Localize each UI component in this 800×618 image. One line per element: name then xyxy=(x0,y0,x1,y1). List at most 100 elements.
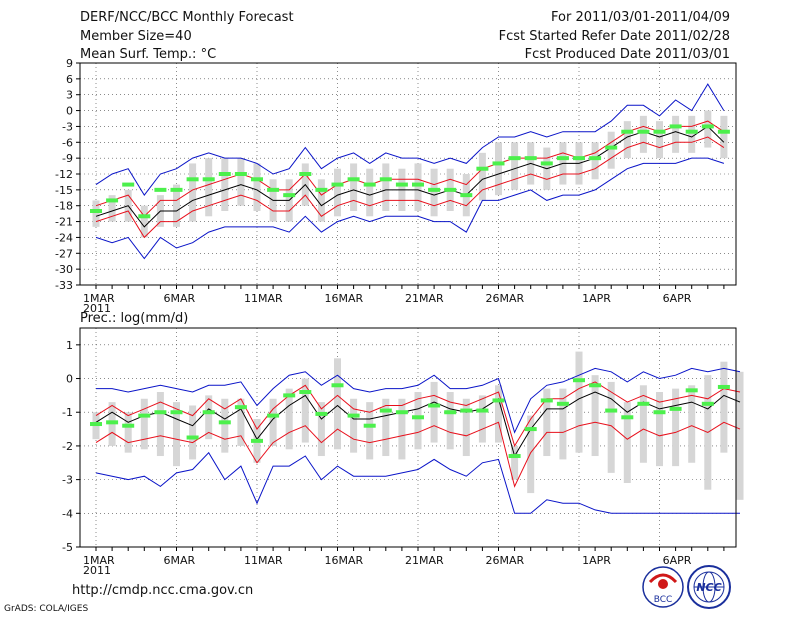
spread-bar xyxy=(156,392,164,457)
climatology-marker xyxy=(283,393,296,398)
climatology-marker xyxy=(331,182,344,187)
spread-bar xyxy=(237,158,245,206)
spread-bar xyxy=(495,385,502,443)
y-tick-label: -3 xyxy=(62,120,73,133)
spread-bar xyxy=(205,158,213,217)
climatology-marker xyxy=(605,145,618,150)
climatology-marker xyxy=(460,193,473,198)
climatology-marker xyxy=(524,427,537,432)
spread-bar xyxy=(350,398,358,453)
climatology-marker xyxy=(444,187,457,192)
x-tick-label: 1MAR xyxy=(83,554,115,567)
y-tick-label: 0 xyxy=(66,105,73,118)
spread-bar xyxy=(430,168,438,217)
series-line-lower-outer xyxy=(95,157,725,260)
x-tick-label: 1APR xyxy=(582,554,611,567)
spread-bar xyxy=(124,412,132,453)
x-tick-label: 26MAR xyxy=(486,292,525,305)
chart-title: DERF/NCC/BCC Monthly Forecast xyxy=(80,10,294,25)
climatology-marker xyxy=(653,410,666,415)
spread-bar xyxy=(623,402,631,483)
climatology-marker xyxy=(540,161,553,166)
y-tick-label: -33 xyxy=(55,279,73,292)
climatology-marker xyxy=(508,156,521,161)
series-line-upper-outer xyxy=(95,83,725,196)
y-tick-label: -15 xyxy=(55,184,73,197)
climatology-marker xyxy=(106,420,119,425)
climatology-marker xyxy=(363,182,376,187)
climatology-marker xyxy=(186,177,199,182)
climatology-marker xyxy=(347,413,360,418)
y-tick-label: -9 xyxy=(62,152,73,165)
climatology-marker xyxy=(218,420,231,425)
x-tick-label: 6MAR xyxy=(164,292,196,305)
climatology-marker xyxy=(717,129,730,134)
climatology-marker xyxy=(556,401,569,406)
climatology-marker xyxy=(90,209,102,213)
climatology-marker xyxy=(395,182,408,187)
spread-bar xyxy=(623,121,631,159)
forecast-period: For 2011/03/01-2011/04/09 xyxy=(551,10,730,25)
spread-bar xyxy=(173,184,180,227)
climatology-marker xyxy=(701,124,714,129)
climatology-marker xyxy=(508,454,521,459)
spread-bar xyxy=(301,378,309,443)
climatology-marker xyxy=(234,405,247,410)
y-tick-label: -30 xyxy=(55,263,73,276)
spread-bar xyxy=(382,163,390,211)
y-tick-label: 9 xyxy=(66,57,73,70)
source-url[interactable]: http://cmdp.ncc.cma.gov.cn xyxy=(72,583,254,598)
climatology-marker xyxy=(202,177,215,182)
x-tick-label: 6MAR xyxy=(164,554,196,567)
spread-bar xyxy=(189,405,197,460)
spread-bar xyxy=(205,395,213,440)
spread-bar xyxy=(317,402,325,457)
spread-bar xyxy=(189,163,197,222)
climatology-marker xyxy=(412,182,424,187)
series-line-upper-inner xyxy=(95,120,725,218)
spread-bar xyxy=(366,168,374,217)
spread-bar xyxy=(672,388,680,467)
climatology-marker xyxy=(589,383,602,388)
climatology-marker xyxy=(106,198,119,203)
y-tick-label: -6 xyxy=(62,136,73,149)
climatology-marker xyxy=(637,401,650,406)
spread-bar xyxy=(478,395,486,443)
y-tick-label: 3 xyxy=(66,89,73,102)
spread-bar xyxy=(559,388,567,460)
spread-bar xyxy=(672,115,680,153)
x-tick-label: 11MAR xyxy=(244,292,283,305)
climatology-marker xyxy=(283,193,296,198)
spread-bar xyxy=(221,158,229,211)
y-tick-label: 0 xyxy=(66,373,73,386)
y-tick-label: -21 xyxy=(55,216,73,229)
climatology-marker xyxy=(218,172,231,176)
climatology-marker xyxy=(589,156,602,161)
spread-bar xyxy=(237,398,245,446)
spread-bar xyxy=(656,392,663,467)
precip-title: Prec.: log(mm/d) xyxy=(80,311,188,326)
bcc-logo-text: BCC xyxy=(654,595,673,605)
climatology-marker xyxy=(170,410,183,415)
series-line-lower-outer xyxy=(95,451,740,514)
spread-bar xyxy=(366,402,374,460)
variable-label: Mean Surf. Temp.: °C xyxy=(80,47,217,62)
spread-bar xyxy=(511,142,519,190)
climatology-marker xyxy=(299,172,312,176)
y-tick-label: -5 xyxy=(62,541,73,554)
spread-bar xyxy=(639,385,647,463)
spread-bar xyxy=(607,131,615,169)
climatology-marker xyxy=(267,187,280,192)
climatology-marker xyxy=(492,161,505,166)
produced-date: Fcst Produced Date 2011/03/01 xyxy=(524,47,730,62)
spread-bar xyxy=(414,163,422,211)
climatology-marker xyxy=(428,187,441,192)
series-line-ensemble-mean xyxy=(95,125,725,228)
climatology-marker xyxy=(460,408,473,413)
spread-bar xyxy=(334,358,341,450)
x-tick-label: 11MAR xyxy=(244,554,283,567)
grads-credit: GrADS: COLA/IGES xyxy=(4,604,89,614)
x-year-label: 2011 xyxy=(83,564,111,577)
climatology-marker xyxy=(573,156,585,161)
climatology-marker xyxy=(315,411,328,416)
